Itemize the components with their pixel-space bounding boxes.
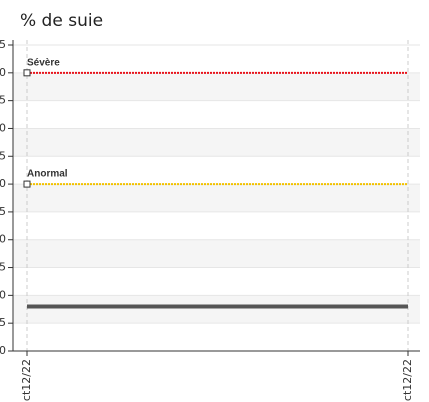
grid-band: [13, 72, 420, 101]
y-tick-label: 3.5: [0, 149, 6, 162]
y-tick-label: 1.0: [0, 288, 6, 301]
grid-band: [13, 128, 420, 157]
threshold-label: Anormal: [27, 169, 68, 180]
y-tick-label: 0.5: [0, 316, 6, 329]
y-tick-label: 3.0: [0, 177, 6, 190]
y-tick-label: 1.5: [0, 261, 6, 274]
y-tick-label: 5.5: [0, 38, 6, 51]
x-tick-label: ct12/22: [401, 359, 414, 401]
threshold-marker: [23, 69, 31, 77]
y-tick-label: 0: [0, 344, 6, 357]
threshold-marker: [23, 180, 31, 188]
grid-band: [13, 184, 420, 212]
y-tick-label: 4.0: [0, 121, 6, 134]
x-tick-label: ct12/22: [20, 359, 33, 401]
grid-band: [13, 295, 420, 324]
grid-band: [13, 239, 420, 268]
y-tick-label: 5.0: [0, 66, 6, 79]
y-tick-label: 4.5: [0, 94, 6, 107]
y-tick-label: 2.5: [0, 205, 6, 218]
threshold-label: Sévère: [27, 57, 60, 68]
y-tick-label: 2.0: [0, 233, 6, 246]
chart-title: % de suie: [20, 11, 103, 31]
